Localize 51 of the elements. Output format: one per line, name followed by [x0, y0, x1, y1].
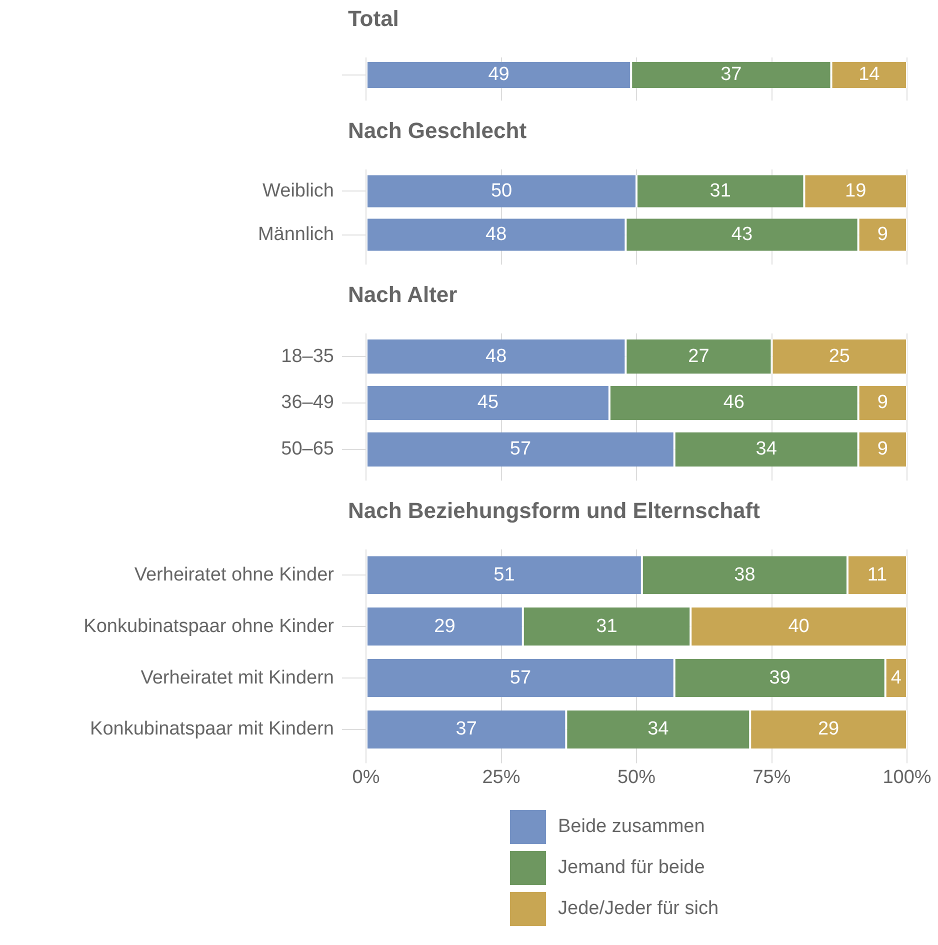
data-label: 37	[456, 718, 477, 740]
data-label: 37	[720, 64, 742, 86]
data-label: 43	[731, 224, 753, 246]
y-tick-label: 36–49	[281, 392, 334, 414]
data-label: 31	[596, 616, 618, 637]
x-tick-label: 100%	[882, 766, 932, 788]
y-tick-label: 50–65	[281, 438, 334, 460]
x-tick-label: 25%	[482, 766, 520, 788]
legend-label: Jemand für beide	[558, 857, 705, 879]
data-label: 49	[488, 64, 510, 86]
data-label: 39	[769, 667, 790, 688]
x-tick-label: 50%	[617, 766, 656, 788]
y-tick-label: Weiblich	[262, 180, 334, 202]
x-tick-label: 75%	[752, 766, 791, 788]
data-label: 45	[477, 392, 499, 414]
data-label: 34	[756, 438, 778, 460]
y-tick-label: Konkubinatspaar ohne Kinder	[84, 616, 335, 637]
data-label: 48	[486, 346, 507, 367]
data-label: 46	[723, 392, 744, 414]
x-tick-label: 0%	[352, 766, 380, 788]
chart-title: Nach Beziehungsform und Elternschaft	[348, 497, 761, 525]
data-label: 57	[510, 438, 532, 460]
y-tick-label: Verheiratet mit Kindern	[140, 667, 334, 688]
data-label: 9	[877, 392, 888, 414]
y-tick-label: Verheiratet ohne Kinder	[134, 564, 335, 586]
legend-label: Jede/Jeder für sich	[558, 898, 719, 920]
data-label: 9	[877, 224, 888, 246]
data-label: 19	[845, 180, 866, 202]
data-label: 11	[867, 564, 888, 586]
data-label: 25	[828, 346, 850, 367]
chart-title: Total	[348, 5, 400, 33]
legend-label: Beide zusammen	[558, 816, 705, 838]
data-label: 27	[688, 346, 710, 367]
data-label: 38	[734, 564, 756, 586]
chart-title: Nach Geschlecht	[348, 117, 528, 145]
y-tick-label: 18–35	[281, 346, 334, 367]
data-label: 40	[788, 616, 810, 637]
data-label: 29	[818, 718, 840, 740]
data-label: 57	[510, 667, 532, 688]
data-label: 50	[490, 180, 512, 202]
data-label: 4	[890, 667, 902, 688]
data-label: 29	[434, 616, 456, 637]
data-label: 34	[648, 718, 670, 740]
y-tick-label: Männlich	[258, 224, 334, 246]
data-label: 31	[710, 180, 731, 202]
data-label: 48	[486, 224, 507, 246]
data-label: 9	[877, 438, 888, 460]
data-label: 14	[858, 64, 880, 86]
y-tick-label: Konkubinatspaar mit Kindern	[90, 718, 334, 740]
data-label: 51	[494, 564, 515, 586]
chart-title: Nach Alter	[348, 281, 458, 309]
